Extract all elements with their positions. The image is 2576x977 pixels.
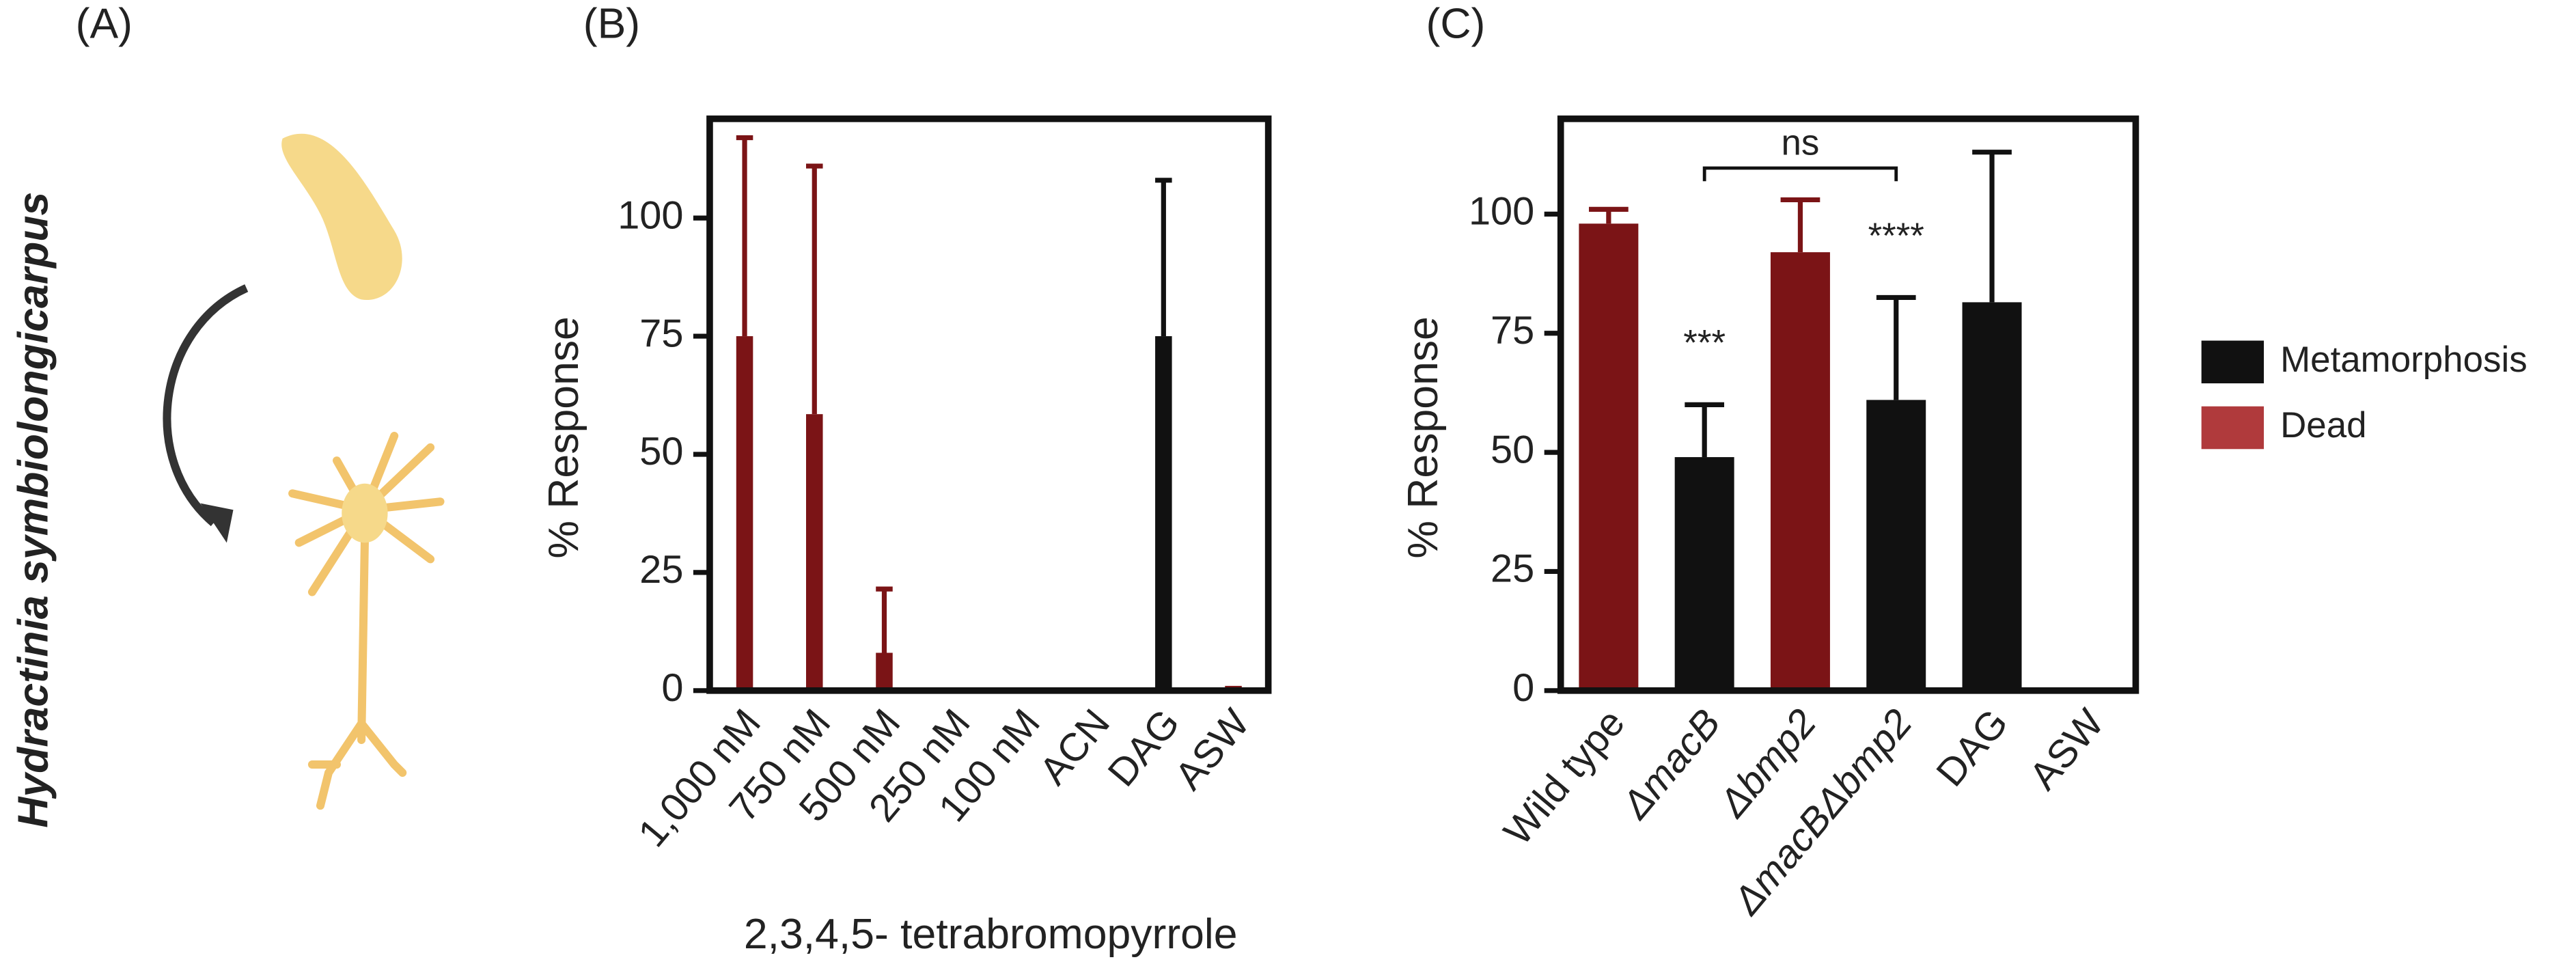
legend-label: Metamorphosis	[2280, 340, 2527, 380]
panel-label: (C)	[1426, 0, 1486, 48]
legend-swatch	[2201, 340, 2265, 384]
bar	[736, 336, 753, 691]
y-tick-label: 100	[618, 193, 683, 237]
legend-label: Dead	[2280, 405, 2366, 445]
bar	[1155, 336, 1172, 691]
larva	[281, 133, 402, 301]
x-tick-label: Wild type	[1495, 701, 1633, 853]
polyp-head	[342, 483, 388, 543]
y-tick-label: 50	[639, 430, 683, 473]
significance: ****	[1868, 216, 1924, 256]
y-tick-label: 0	[1512, 666, 1534, 710]
x-tick-label: ASW	[2021, 701, 2113, 798]
y-axis-label: % Response	[1399, 316, 1447, 558]
y-tick-label: 100	[1469, 190, 1534, 234]
panel-label: (B)	[583, 0, 640, 48]
significance: ns	[1782, 122, 1820, 163]
y-tick-label: 25	[1491, 547, 1534, 591]
arrow-head	[200, 503, 234, 543]
y-tick-label: 50	[1491, 428, 1534, 471]
bar	[1674, 457, 1734, 691]
y-tick-label: 75	[1491, 309, 1534, 353]
significance: ***	[1683, 323, 1726, 363]
polyp	[288, 432, 445, 810]
x-tick-label: ACN	[1031, 701, 1118, 793]
bar	[876, 652, 893, 691]
y-axis-label: % Response	[540, 316, 587, 558]
y-tick-label: 25	[639, 548, 683, 592]
arrow	[163, 284, 249, 527]
panel-label: (A)	[76, 0, 133, 48]
y-tick-label: 75	[639, 312, 683, 355]
legend-swatch	[2201, 406, 2265, 450]
x-tick-label: DAG	[1100, 701, 1188, 795]
x-axis-label: 2,3,4,5- tetrabromopyrrole	[744, 910, 1238, 958]
bracket	[1702, 166, 1898, 182]
bar	[1770, 252, 1830, 691]
bar	[1962, 302, 2022, 691]
x-tick-label: ASW	[1167, 701, 1258, 798]
bar	[806, 414, 823, 691]
plot-frame	[706, 115, 1272, 694]
y-tick-label: 0	[661, 666, 683, 710]
species-name: Hydractinia symbiolongicarpus	[9, 192, 57, 828]
plot-frame	[1557, 115, 2139, 694]
x-tick-label: ΔmacB	[1613, 701, 1729, 827]
bar	[1579, 223, 1639, 691]
bar	[1866, 400, 1926, 691]
x-tick-label: DAG	[1928, 701, 2017, 795]
